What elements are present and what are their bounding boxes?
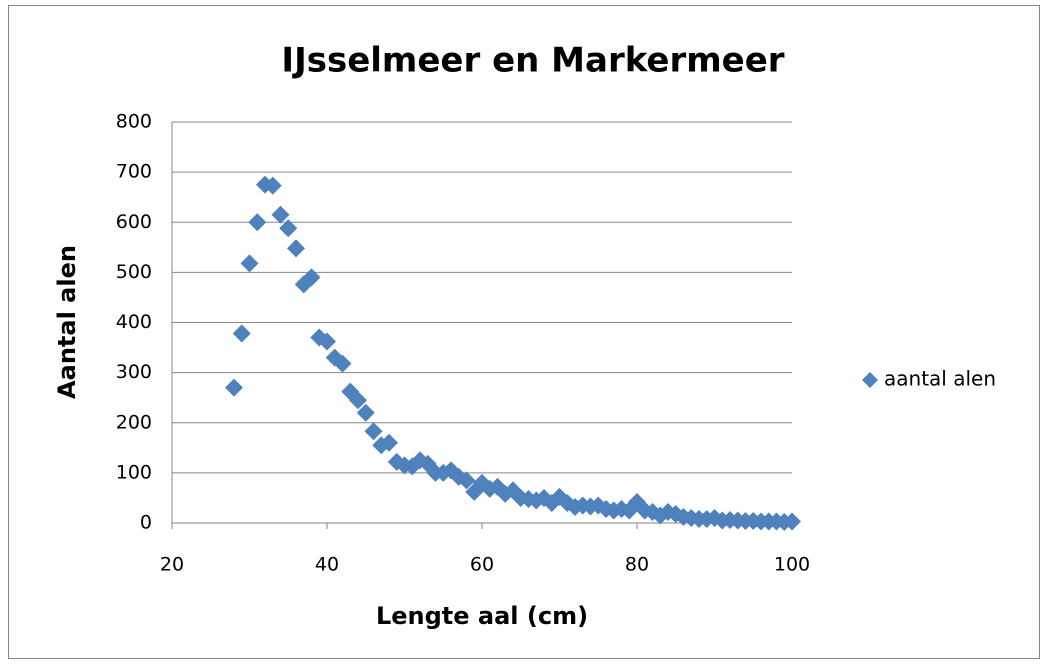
y-tick-label: 200 <box>116 411 152 433</box>
data-point <box>333 354 352 373</box>
chart-frame <box>8 5 1040 659</box>
data-point <box>240 254 259 273</box>
y-tick-label: 400 <box>116 311 152 333</box>
y-tick-label: 700 <box>116 161 152 183</box>
x-tick-label: 100 <box>774 554 810 576</box>
y-tick-label: 500 <box>116 261 152 283</box>
legend-label: aantal alen <box>884 367 996 391</box>
data-point <box>318 332 336 351</box>
data-point <box>783 512 801 531</box>
y-tick-label: 600 <box>116 211 152 233</box>
y-tick-label: 100 <box>116 461 152 483</box>
y-tick-label: 0 <box>140 512 152 534</box>
data-point <box>232 324 251 343</box>
data-point <box>279 219 298 238</box>
y-tick-label: 300 <box>116 361 152 383</box>
data-point <box>248 213 267 232</box>
data-point <box>612 499 631 518</box>
data-point <box>356 403 375 422</box>
x-tick-label: 80 <box>625 554 649 576</box>
x-tick-label: 40 <box>315 554 339 576</box>
data-point <box>364 422 383 441</box>
data-point <box>457 471 476 490</box>
y-axis-label: Aantal alen <box>53 245 81 399</box>
data-point <box>271 205 290 224</box>
x-axis-label: Lengte aal (cm) <box>376 602 588 630</box>
data-point <box>349 391 367 410</box>
data-point <box>302 268 321 287</box>
x-tick-label: 60 <box>470 554 494 576</box>
data-point <box>263 176 282 195</box>
chart-title: IJsselmeer en Markermeer <box>281 41 784 81</box>
data-point <box>287 239 305 258</box>
data-point <box>597 499 615 518</box>
x-tick-label: 20 <box>160 554 184 576</box>
legend-marker <box>862 372 878 388</box>
y-tick-label: 800 <box>116 111 152 133</box>
data-point <box>380 433 398 452</box>
data-point <box>225 378 243 397</box>
